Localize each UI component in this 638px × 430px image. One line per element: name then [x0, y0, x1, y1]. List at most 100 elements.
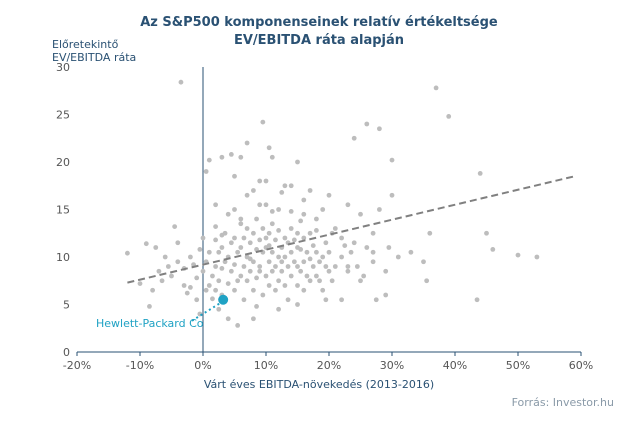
data-point: [257, 268, 263, 274]
data-point: [282, 183, 288, 189]
data-point: [219, 232, 225, 238]
y-tick-label: 5: [63, 299, 70, 312]
data-point: [354, 264, 360, 269]
data-point: [332, 226, 338, 231]
data-point: [317, 259, 322, 265]
data-point: [298, 247, 304, 252]
data-point: [225, 281, 231, 286]
data-point: [373, 297, 379, 303]
data-point: [276, 207, 281, 212]
data-point: [433, 85, 439, 91]
data-point: [222, 259, 228, 265]
data-point: [364, 245, 370, 250]
data-point: [216, 278, 222, 284]
data-point: [291, 259, 297, 265]
data-point: [219, 266, 225, 271]
data-point: [232, 262, 237, 267]
data-point: [477, 171, 483, 176]
data-point: [232, 207, 237, 212]
data-point: [156, 268, 162, 274]
data-point: [345, 264, 351, 269]
data-point: [348, 249, 354, 255]
data-point: [326, 249, 332, 255]
data-point: [203, 169, 209, 174]
data-point: [395, 254, 401, 260]
y-tick-label: 20: [56, 156, 70, 169]
data-point: [263, 202, 269, 208]
data-point: [235, 323, 241, 328]
data-point: [197, 247, 203, 252]
data-point: [273, 264, 278, 269]
data-point: [490, 247, 496, 252]
data-point: [213, 287, 219, 293]
data-point: [175, 240, 181, 246]
data-point: [304, 273, 310, 279]
data-point: [251, 230, 256, 236]
data-point: [216, 249, 222, 255]
data-point: [203, 287, 209, 293]
data-point: [276, 306, 281, 312]
data-point: [358, 278, 363, 284]
data-point: [408, 249, 414, 255]
data-point: [291, 237, 297, 243]
data-point: [427, 230, 433, 236]
data-point: [257, 178, 263, 184]
data-point: [295, 302, 300, 307]
data-point: [298, 218, 304, 224]
data-point: [288, 249, 294, 255]
data-point: [339, 235, 344, 241]
data-point: [263, 273, 269, 279]
data-point: [332, 264, 338, 269]
data-point: [370, 249, 376, 255]
data-point: [244, 192, 250, 198]
data-point: [238, 221, 244, 227]
data-point: [235, 249, 241, 255]
data-point: [254, 216, 259, 222]
data-point: [358, 211, 363, 217]
data-point: [238, 216, 244, 222]
data-point: [295, 230, 300, 236]
data-point: [165, 264, 171, 269]
data-point: [244, 226, 250, 231]
data-point: [254, 247, 259, 252]
data-point: [241, 297, 247, 303]
data-point: [266, 145, 272, 151]
data-point: [307, 188, 313, 193]
data-point: [282, 283, 288, 288]
data-point: [260, 119, 266, 125]
y-axis-label-line-2: EV/EBITDA ráta: [52, 51, 137, 64]
data-point: [298, 268, 304, 274]
data-point: [178, 79, 184, 85]
data-point: [351, 240, 357, 246]
highlight-point: [218, 294, 229, 305]
data-point: [307, 230, 313, 236]
x-tick-label: -10%: [126, 359, 154, 372]
data-point: [279, 268, 285, 274]
data-point: [200, 268, 206, 274]
data-point: [269, 249, 275, 255]
data-point: [228, 240, 234, 246]
data-point: [257, 202, 263, 208]
data-point: [377, 126, 382, 132]
data-point: [342, 243, 348, 249]
data-point: [169, 273, 174, 279]
data-point: [143, 241, 149, 247]
data-point: [269, 209, 275, 214]
data-point: [326, 192, 332, 198]
y-tick-label: 25: [56, 109, 70, 122]
data-point: [323, 240, 329, 246]
data-point: [194, 275, 200, 281]
data-point: [345, 268, 351, 274]
y-tick-label: 0: [63, 346, 70, 359]
data-point: [383, 292, 389, 298]
data-point: [210, 273, 215, 279]
data-point: [213, 224, 219, 230]
data-point: [446, 114, 452, 119]
data-point: [213, 237, 219, 243]
data-point: [150, 287, 156, 293]
data-point: [282, 254, 288, 260]
data-point: [228, 268, 234, 274]
data-point: [320, 207, 326, 212]
data-point: [285, 297, 291, 303]
